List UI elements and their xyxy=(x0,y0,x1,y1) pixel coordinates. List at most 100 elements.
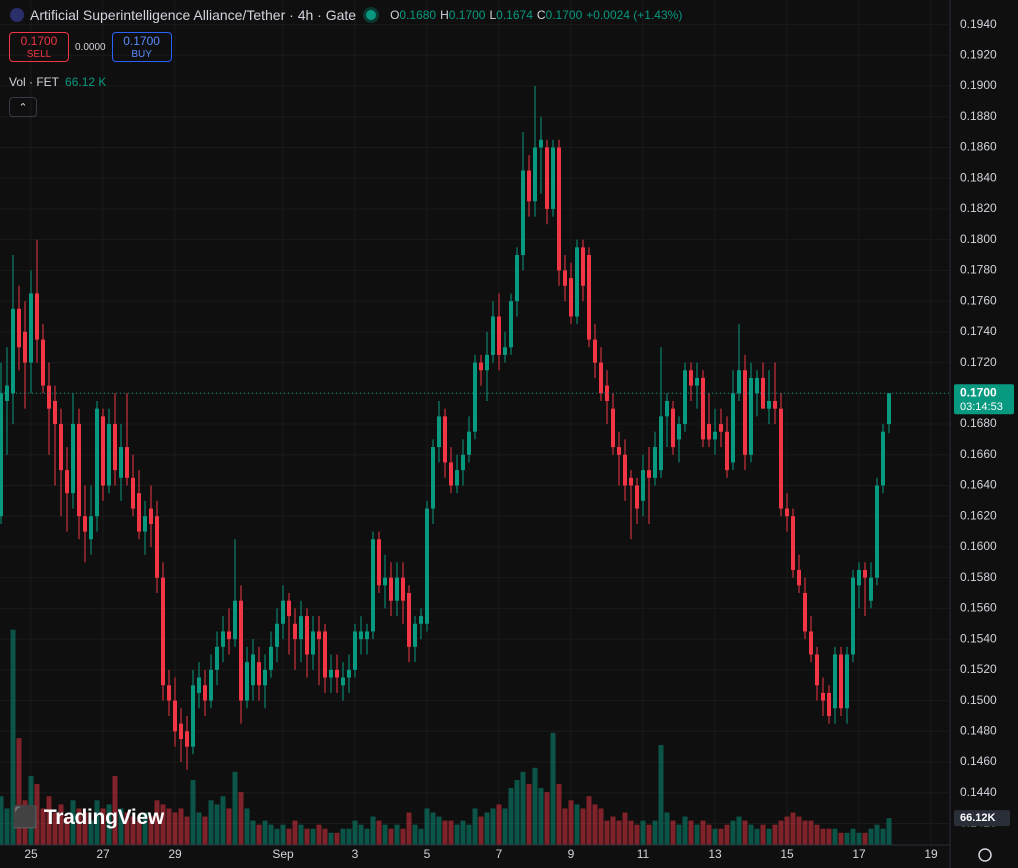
candle-body xyxy=(784,508,789,517)
collapse-button[interactable]: ⌃ xyxy=(9,97,37,117)
header: Artificial Superintelligence Alliance/Te… xyxy=(10,7,682,23)
candle-body xyxy=(838,654,843,709)
volume-bar xyxy=(202,816,208,845)
volume-bar xyxy=(328,832,334,845)
candle-body xyxy=(604,385,609,401)
candle-body xyxy=(173,700,178,732)
buy-label: BUY xyxy=(131,49,152,60)
volume-bar xyxy=(220,796,226,845)
candle-body xyxy=(802,593,807,632)
volume-bar xyxy=(790,812,796,845)
candle-body xyxy=(539,139,543,148)
candle-body xyxy=(407,593,412,647)
volume-bar xyxy=(742,820,748,845)
volume-bar xyxy=(256,824,262,845)
volume-bar xyxy=(832,828,838,845)
volume-bar xyxy=(862,832,868,845)
candle-body xyxy=(814,654,819,686)
volume-bar xyxy=(802,820,808,845)
volume-bar xyxy=(616,820,622,845)
candle-body xyxy=(251,654,256,686)
volume-bar xyxy=(736,816,742,845)
candle-body xyxy=(610,408,615,448)
candle-body xyxy=(143,516,148,532)
y-tick-label: 0.1780 xyxy=(960,263,997,277)
settings-icon[interactable] xyxy=(978,848,992,862)
candle-body xyxy=(317,631,322,640)
volume-bar xyxy=(502,808,508,845)
candle-body xyxy=(17,308,22,348)
volume-bar xyxy=(34,784,40,845)
x-tick-label: 5 xyxy=(424,847,431,861)
candle-body xyxy=(23,331,28,363)
candle-body xyxy=(503,347,507,355)
candle-body xyxy=(293,623,298,640)
candle-body xyxy=(131,477,136,509)
volume-bar xyxy=(520,771,526,845)
y-tick-label: 0.1500 xyxy=(960,693,997,707)
candle-body xyxy=(592,339,597,363)
volume-value: 66.12 K xyxy=(65,75,107,89)
candle-body xyxy=(419,616,424,624)
candle-body xyxy=(832,654,837,709)
volume-bar xyxy=(730,820,736,845)
candle-body xyxy=(35,293,40,340)
volume-bar xyxy=(238,792,244,845)
volume-bar xyxy=(724,824,730,845)
sell-price: 0.1700 xyxy=(20,34,58,48)
symbol-title[interactable]: Artificial Superintelligence Alliance/Te… xyxy=(30,7,357,23)
volume-bar xyxy=(418,828,424,845)
candle-body xyxy=(766,400,771,409)
candle-body xyxy=(700,377,705,440)
candle-body xyxy=(706,424,711,440)
candle-body xyxy=(89,516,94,540)
spread: 0.0000 xyxy=(75,41,106,53)
candle-body xyxy=(868,577,873,601)
x-tick-label: 9 xyxy=(568,847,575,861)
candle-body xyxy=(580,247,585,286)
x-tick-label: 3 xyxy=(352,847,359,861)
volume-bar xyxy=(100,808,106,845)
volume-bar xyxy=(106,804,112,845)
volume-bar xyxy=(580,808,586,845)
candle-body xyxy=(748,377,753,455)
volume-bar xyxy=(496,804,502,845)
volume-bar xyxy=(286,828,292,845)
volume-bar xyxy=(40,808,46,845)
volume-bar xyxy=(592,804,598,845)
volume-bar xyxy=(340,828,346,845)
volume-bar xyxy=(370,816,376,845)
candle-body xyxy=(844,654,849,709)
candle-body xyxy=(509,301,513,348)
volume-bar xyxy=(322,828,328,845)
volume-bar xyxy=(514,780,520,845)
volume-bar xyxy=(232,771,238,845)
volume-bar xyxy=(412,824,418,845)
volume-bar xyxy=(880,828,886,845)
volume-bar xyxy=(178,808,184,845)
volume-bar xyxy=(52,812,58,845)
y-tick-label: 0.1940 xyxy=(960,17,997,31)
sell-label: SELL xyxy=(26,49,52,60)
volume-bar xyxy=(28,775,34,845)
volume-bar xyxy=(208,800,214,845)
candle-body xyxy=(167,685,172,701)
volume-bar xyxy=(658,745,664,845)
sell-button[interactable]: 0.1700 SELL xyxy=(9,32,69,62)
candle-body xyxy=(323,631,328,678)
x-tick-label: 7 xyxy=(496,847,503,861)
candle-body xyxy=(521,170,525,256)
volume-bar xyxy=(646,824,652,845)
volume-label: Vol · FET xyxy=(9,75,60,89)
candle-body xyxy=(712,431,717,440)
candle-body xyxy=(11,308,16,394)
candle-body xyxy=(473,362,477,432)
volume-bar xyxy=(184,816,190,845)
x-tick-label: 17 xyxy=(852,847,866,861)
buy-button[interactable]: 0.1700 BUY xyxy=(111,32,172,62)
candle-body xyxy=(77,424,82,517)
candle-body xyxy=(53,400,58,425)
volume-bar xyxy=(70,800,76,845)
x-tick-label: 19 xyxy=(924,847,938,861)
